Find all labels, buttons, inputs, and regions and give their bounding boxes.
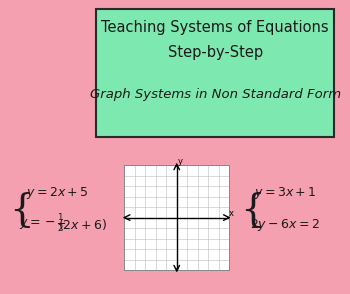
Text: Step-by-Step: Step-by-Step [168,45,263,61]
FancyBboxPatch shape [96,9,334,137]
Text: x: x [229,209,234,218]
Text: Teaching Systems of Equations: Teaching Systems of Equations [102,20,329,36]
Text: Graph Systems in Non Standard Form: Graph Systems in Non Standard Form [90,88,341,101]
Text: $y = -\frac{1}{2}$: $y = -\frac{1}{2}$ [19,213,65,234]
Text: $y = 3x + 1$: $y = 3x + 1$ [254,185,316,201]
Text: $2y - 6x = 2$: $2y - 6x = 2$ [250,217,320,233]
Text: $y = 2x + 5$: $y = 2x + 5$ [26,185,89,201]
Text: $(2x + 6)$: $(2x + 6)$ [58,217,107,233]
Text: {: { [240,192,265,229]
Text: y: y [177,157,182,166]
Text: {: { [9,192,34,229]
